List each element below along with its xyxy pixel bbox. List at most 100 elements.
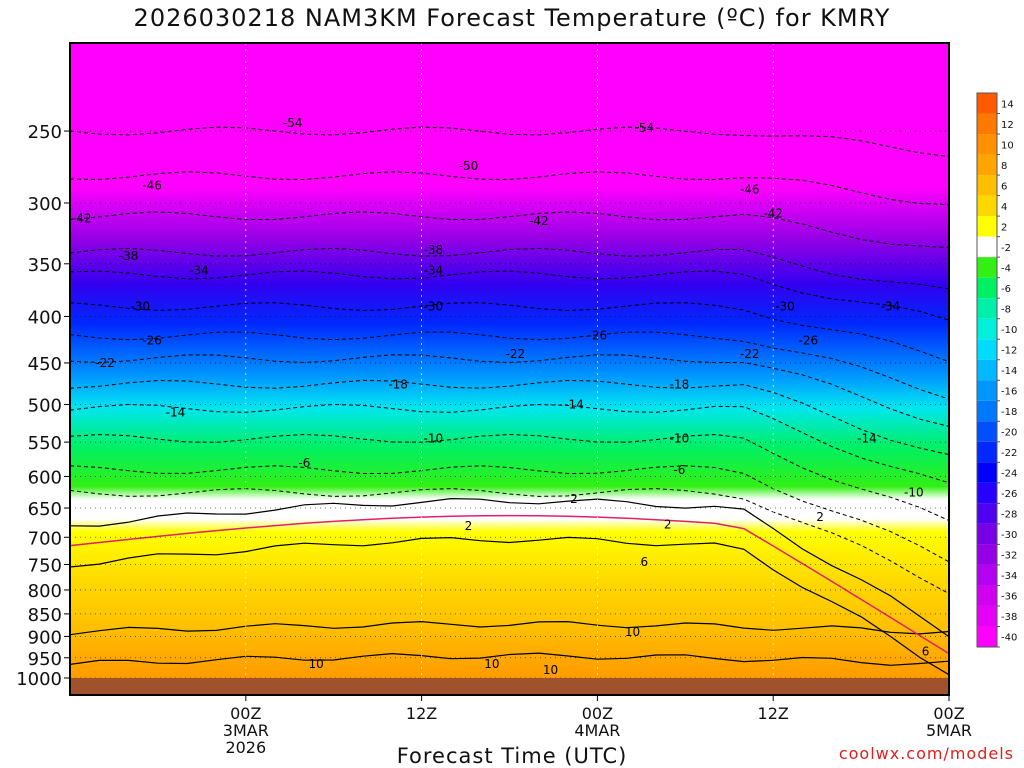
contour-labels: -54 -54-50-46 -46-42 -42-42-38 -38-34 -34-34-… (72, 116, 929, 677)
contour-label: 10 (625, 625, 640, 639)
contour-label: -26 (142, 333, 162, 347)
colorbar-swatch (977, 93, 997, 114)
colorbar-label: 8 (1001, 161, 1007, 172)
contour-label: 6 (922, 644, 930, 658)
chart-title: 2026030218 NAM3KM Forecast Temperature (… (133, 4, 891, 32)
contour-label: -54 (283, 116, 303, 130)
colorbar-label: -38 (1001, 612, 1017, 623)
colorbar-label: -10 (1001, 325, 1017, 336)
pressure-tick-label: 900 (28, 627, 62, 648)
grid-lines (70, 43, 949, 695)
colorbar-label: -36 (1001, 592, 1017, 603)
contour-label: -46 (740, 183, 760, 197)
colorbar-swatch (977, 585, 997, 606)
contour-label: -6 (673, 463, 685, 477)
contour-label: -26 (588, 329, 608, 343)
colorbar-swatch (977, 113, 997, 135)
contour-line (70, 302, 949, 363)
contour-label: -30 (775, 299, 795, 313)
contour-label: -14 (564, 398, 584, 412)
colorbar-label: 10 (1001, 140, 1014, 151)
colorbar-swatch (977, 421, 997, 442)
colorbar-swatch (977, 277, 997, 299)
time-tick-label: 12Z (758, 704, 789, 723)
colorbar-swatch (977, 134, 997, 155)
pressure-tick-label: 850 (28, 605, 62, 626)
colorbar-swatch (977, 236, 997, 258)
contour-label: 10 (484, 657, 499, 671)
temperature-field (70, 43, 949, 695)
pressure-tick-label: 800 (28, 581, 62, 602)
colorbar-frame (976, 92, 998, 648)
contour-label: -50 (459, 159, 479, 173)
colorbar-swatch (977, 544, 997, 565)
credit-link[interactable]: coolwx.com/models (838, 744, 1014, 763)
contour-label: -22 (740, 347, 760, 361)
contour-line (70, 270, 949, 321)
contour-label: -6 (298, 456, 310, 470)
colorbar-label: -14 (1001, 366, 1017, 377)
colorbar-label: -26 (1001, 489, 1017, 500)
time-tick-label: 5MAR (926, 721, 972, 740)
contour-label: -46 (142, 178, 162, 192)
contour-line (70, 488, 949, 595)
freezing-level-line (70, 514, 949, 655)
time-tick-label: 00Z (230, 704, 261, 723)
contour-line (70, 126, 949, 157)
colorbar-swatch (977, 564, 997, 586)
colorbar-label: -12 (1001, 345, 1017, 356)
colorbar-swatch (977, 605, 997, 627)
colorbar-label: -18 (1001, 407, 1017, 418)
contour-label: 6 (640, 555, 648, 569)
pressure-tick-label: 550 (28, 433, 62, 454)
contour-label: -42 (529, 214, 549, 228)
colorbar-swatch (977, 462, 997, 483)
contour-line (70, 433, 949, 521)
contour-label: -14 (166, 405, 186, 419)
pressure-tick-label: 950 (28, 649, 62, 670)
contour-label: -34 (424, 264, 444, 278)
colorbar: 14 12 10 8 6 4 2 -2 -4 -6 -8 -10 -12 -14 -16 -18 -20 -22 -… (976, 92, 1017, 648)
contour-line (70, 247, 949, 290)
colorbar-label: 6 (1001, 181, 1007, 192)
contour-label: -22 (95, 356, 115, 370)
pressure-tick-label: 400 (28, 307, 62, 328)
colorbar-swatch (977, 175, 997, 196)
plot-frame (69, 42, 950, 696)
colorbar-label: -16 (1001, 387, 1017, 398)
contour-label: 2 (465, 519, 473, 533)
contour-line (70, 403, 949, 484)
colorbar-label: -24 (1001, 469, 1017, 480)
colorbar-label: -40 (1001, 633, 1017, 644)
colorbar-swatch (977, 626, 997, 647)
contour-label: -18 (670, 377, 690, 391)
colorbar-label: -20 (1001, 428, 1017, 439)
colorbar-swatch (977, 400, 997, 422)
colorbar-swatch (977, 380, 997, 401)
colorbar-swatch (977, 318, 997, 340)
colorbar-label: -6 (1001, 284, 1011, 295)
contour-label: -34 (881, 299, 901, 313)
colorbar-label: 14 (1001, 99, 1014, 110)
time-tick-label: 00Z (933, 704, 964, 723)
pressure-tick-label: 350 (28, 255, 62, 276)
colorbar-label: -2 (1001, 243, 1011, 254)
contour-line (70, 497, 949, 638)
colorbar-swatch (977, 257, 997, 278)
contour-label: -42 (763, 206, 783, 220)
x-axis-label: Forecast Time (UTC) (396, 744, 628, 768)
contour-label: -38 (424, 243, 444, 257)
colorbar-label: 12 (1001, 120, 1014, 131)
contour-lines (70, 126, 949, 676)
pressure-tick-label: 1000 (16, 669, 62, 690)
colorbar-label: -4 (1001, 263, 1011, 274)
contour-label: -22 (506, 347, 526, 361)
colorbar-label: -34 (1001, 571, 1017, 582)
contour-label: -54 (634, 121, 654, 135)
colorbar-swatch (977, 154, 997, 176)
contour-line (70, 652, 949, 666)
colorbar-label: -8 (1001, 304, 1011, 315)
contour-line (70, 354, 949, 427)
contour-label: 2 (816, 510, 824, 524)
